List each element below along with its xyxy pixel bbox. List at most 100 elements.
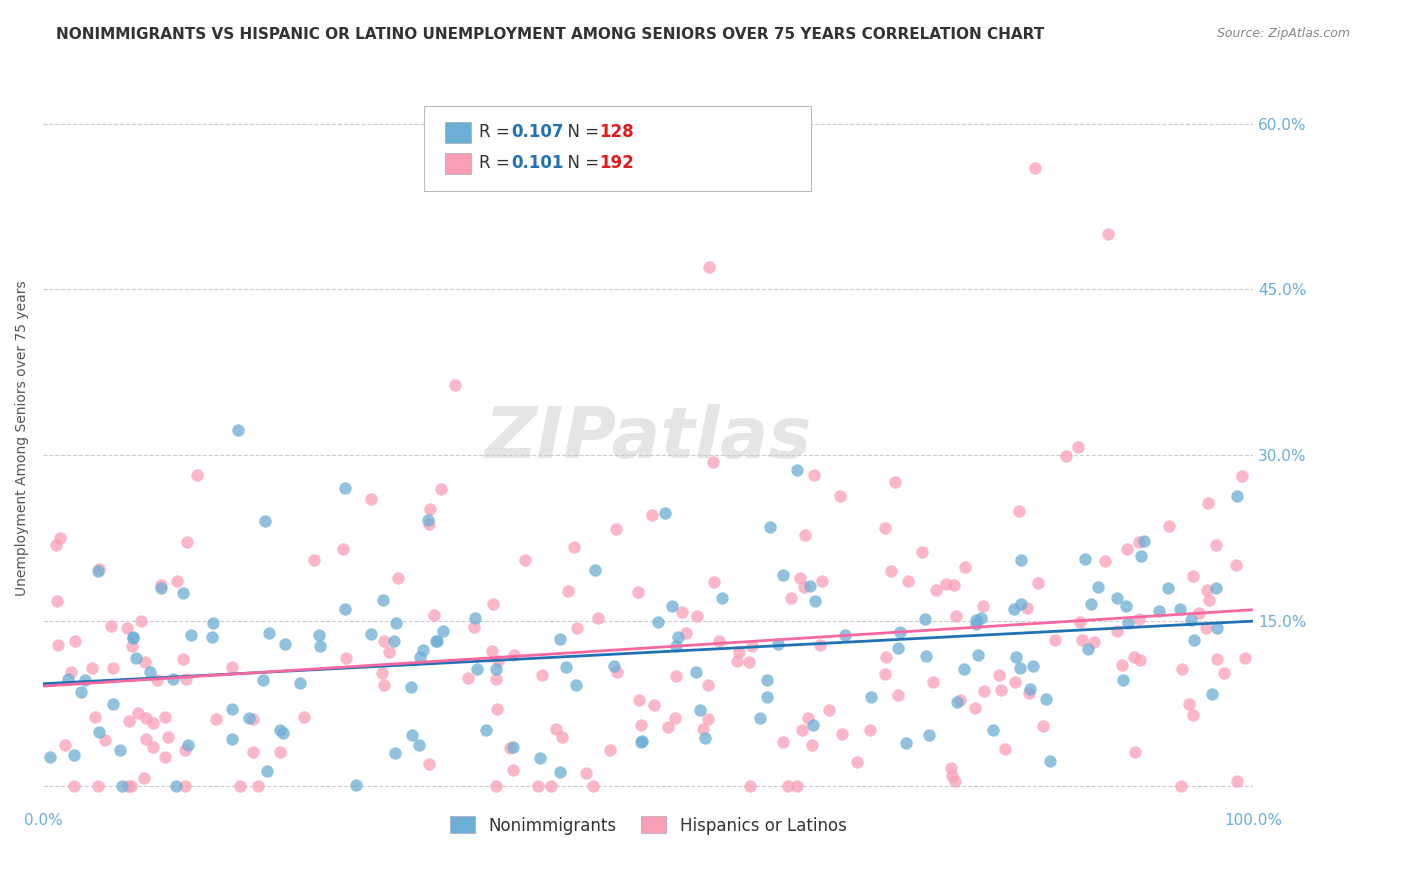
Point (115, 621, 138, 635)
Text: 0.101: 0.101 (512, 154, 564, 172)
Point (176, 535, 198, 549)
Point (111, 780, 134, 794)
Point (416, 513, 439, 527)
Point (385, 615, 408, 630)
Text: NONIMMIGRANTS VS HISPANIC OR LATINO UNEMPLOYMENT AMONG SENIORS OVER 75 YEARS COR: NONIMMIGRANTS VS HISPANIC OR LATINO UNEM… (56, 27, 1045, 42)
Point (1181, 569, 1204, 583)
Point (599, 743, 621, 757)
Point (1054, 449, 1077, 463)
Point (409, 649, 432, 664)
Point (53, 738, 76, 752)
Text: N =: N = (557, 123, 605, 141)
Point (628, 692, 651, 706)
Point (1171, 662, 1194, 676)
Point (269, 745, 291, 759)
Point (1233, 651, 1256, 665)
Point (942, 577, 965, 591)
Point (896, 736, 918, 750)
Point (966, 648, 988, 662)
Point (444, 378, 467, 392)
Point (1147, 604, 1170, 618)
FancyBboxPatch shape (444, 153, 471, 174)
Point (630, 735, 652, 749)
Point (875, 521, 897, 535)
Point (661, 599, 683, 613)
Point (412, 643, 434, 657)
Point (302, 553, 325, 567)
Point (697, 712, 720, 726)
Point (711, 591, 734, 605)
Point (756, 673, 779, 687)
Point (911, 545, 934, 559)
Point (1032, 719, 1054, 733)
Point (273, 637, 295, 651)
Point (82, 661, 104, 675)
Point (567, 621, 589, 635)
Point (1010, 553, 1032, 567)
Point (1015, 601, 1038, 615)
Point (562, 541, 585, 555)
Point (1004, 675, 1026, 690)
Point (873, 666, 896, 681)
Text: R =: R = (478, 154, 515, 172)
Point (125, 651, 148, 665)
Point (994, 741, 1017, 756)
Point (1197, 496, 1219, 510)
Point (740, 780, 762, 794)
Point (486, 654, 509, 668)
Point (62, 747, 84, 762)
Point (360, 626, 382, 640)
Point (943, 774, 966, 789)
Point (1112, 673, 1135, 688)
Point (768, 637, 790, 651)
Point (671, 605, 693, 619)
Point (1069, 615, 1091, 629)
Point (586, 611, 609, 625)
Point (87, 780, 110, 794)
Point (1115, 599, 1137, 613)
Point (748, 711, 770, 725)
Point (146, 673, 169, 688)
Point (1018, 686, 1040, 700)
Point (384, 746, 406, 760)
Point (60, 665, 83, 679)
Point (134, 656, 156, 670)
Point (973, 683, 995, 698)
Point (150, 577, 173, 591)
Point (952, 662, 974, 676)
Point (180, 628, 202, 642)
Point (886, 689, 908, 703)
Point (502, 763, 524, 777)
Point (408, 738, 430, 752)
Point (1182, 633, 1205, 648)
Point (1122, 650, 1144, 665)
Point (120, 780, 142, 794)
Point (963, 700, 986, 714)
Point (657, 720, 679, 734)
Point (132, 772, 155, 786)
Point (481, 644, 503, 658)
Point (605, 522, 627, 536)
Point (429, 482, 451, 496)
Point (789, 571, 811, 585)
Point (205, 712, 228, 726)
Point (176, 738, 198, 752)
Point (697, 260, 720, 275)
Point (333, 602, 356, 616)
Point (1198, 593, 1220, 607)
Point (554, 660, 576, 674)
Point (1116, 616, 1139, 631)
Point (401, 728, 423, 742)
Point (941, 769, 963, 783)
Point (689, 703, 711, 717)
Point (987, 668, 1010, 682)
Point (1039, 754, 1062, 768)
Point (127, 706, 149, 720)
Point (1077, 641, 1099, 656)
Point (1111, 657, 1133, 672)
Point (257, 626, 280, 640)
Point (382, 634, 405, 648)
Point (56, 673, 79, 687)
Point (1195, 621, 1218, 635)
Point (1097, 227, 1119, 242)
